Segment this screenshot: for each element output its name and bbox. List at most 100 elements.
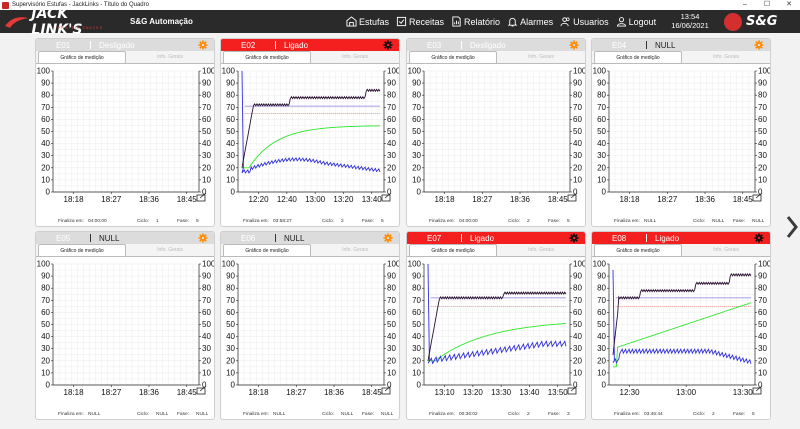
nav-logout[interactable]: Logout (616, 16, 656, 27)
tab-chart[interactable]: Gráfico de medição (38, 51, 127, 63)
export-icon[interactable] (567, 192, 578, 202)
y-tick-label-right: 100 (758, 67, 771, 76)
y-tick-label-right: 70 (573, 103, 582, 112)
ciclo-value: 2 (527, 412, 530, 417)
y-tick-label-right: 10 (202, 368, 211, 377)
panel-e05[interactable]: E05 NULL Gráfico de medição Info. Gerais 0 0 1… (35, 231, 215, 420)
export-icon[interactable] (567, 385, 578, 395)
gear-icon[interactable] (198, 40, 208, 50)
fase-value: NULL (196, 412, 209, 417)
tab-chart[interactable]: Gráfico de medição (409, 244, 498, 256)
export-icon[interactable] (196, 385, 207, 395)
nav-relatorio[interactable]: Relatório (451, 16, 500, 27)
panel-e07[interactable]: E07 Ligado Gráfico de medição Info. Gerais 0… (406, 231, 586, 420)
tab-info[interactable]: Info. Gerais (713, 54, 739, 60)
y-tick-label-left: 0 (46, 381, 51, 390)
maximize-button[interactable]: ☐ (763, 1, 771, 8)
tab-chart[interactable]: Gráfico de medição (409, 51, 498, 63)
export-icon[interactable] (381, 385, 392, 395)
y-tick-label-right: 20 (758, 163, 767, 172)
nav-usuarios[interactable]: Usuarios (560, 16, 609, 27)
tab-chart[interactable]: Gráfico de medição (223, 51, 312, 63)
export-icon[interactable] (752, 192, 763, 202)
y-tick-label-right: 20 (573, 356, 582, 365)
y-tick-label-right: 10 (202, 175, 211, 184)
tab-info[interactable]: Info. Gerais (342, 54, 368, 60)
y-tick-label-left: 100 (593, 67, 607, 76)
tab-info[interactable]: Info. Gerais (528, 247, 554, 253)
fase-label: Fase: (548, 412, 560, 417)
brand-subtitle: PROTEIN SNACKS (58, 26, 103, 30)
tab-chart[interactable]: Gráfico de medição (223, 244, 312, 256)
gear-icon[interactable] (569, 40, 579, 50)
minimize-button[interactable]: – (743, 1, 747, 8)
export-icon[interactable] (381, 192, 392, 202)
y-tick-label-left: 60 (412, 308, 421, 317)
header-divider (461, 41, 462, 49)
panel-status: NULL (655, 40, 676, 50)
panel-e08[interactable]: E08 Ligado Gráfico de medição Info. Gerais 0… (591, 231, 771, 420)
y-tick-label-right: 0 (202, 381, 207, 390)
tab-info[interactable]: Info. Gerais (528, 54, 554, 60)
export-icon[interactable] (752, 385, 763, 395)
tab-chart[interactable]: Gráfico de medição (38, 244, 127, 256)
tab-chart[interactable]: Gráfico de medição (594, 51, 683, 63)
next-page-arrow-icon[interactable] (786, 215, 798, 239)
nav-alarmes-label: Alarmes (520, 16, 554, 27)
ciclo-value: NULL (712, 219, 725, 224)
y-tick-label-right: 50 (202, 127, 211, 136)
gear-icon[interactable] (754, 233, 764, 243)
y-tick-label-left: 90 (597, 272, 606, 281)
clock: 13:54 16/06/2021 (665, 12, 715, 30)
y-tick-label-left: 40 (41, 139, 50, 148)
tab-info[interactable]: Info. Gerais (157, 247, 183, 253)
y-tick-label-right: 90 (758, 79, 767, 88)
gear-icon[interactable] (754, 40, 764, 50)
panel-e02[interactable]: E02 Ligado Gráfico de medição Info. Gerais 0… (220, 38, 400, 227)
gear-icon[interactable] (569, 233, 579, 243)
close-button[interactable]: ✕ (786, 1, 792, 8)
greenhouse-icon (346, 16, 357, 27)
panel-e01[interactable]: E01 Desligado Gráfico de medição Info. Gera… (35, 38, 215, 227)
y-tick-label-left: 90 (597, 79, 606, 88)
y-tick-label-right: 10 (387, 368, 396, 377)
y-tick-label-left: 100 (593, 260, 607, 269)
export-icon[interactable] (196, 192, 207, 202)
panel-header: E08 Ligado (592, 232, 770, 244)
tab-info[interactable]: Info. Gerais (342, 247, 368, 253)
partner-logo-mark (724, 12, 742, 31)
x-tick-label: 18:36 (139, 388, 160, 397)
finaliza-value: NULL (644, 219, 657, 224)
gear-icon[interactable] (383, 233, 393, 243)
y-tick-label-left: 20 (597, 356, 606, 365)
panel-header: E02 Ligado (221, 39, 399, 51)
y-tick-label-left: 30 (226, 344, 235, 353)
panel-e04[interactable]: E04 NULL Gráfico de medição Info. Gerais 0 0 1… (591, 38, 771, 227)
y-tick-label-left: 40 (412, 332, 421, 341)
panel-id: E05 (56, 233, 71, 243)
tab-chart[interactable]: Gráfico de medição (594, 244, 683, 256)
y-tick-label-right: 100 (573, 260, 586, 269)
fase-value: 5 (752, 412, 755, 417)
panel-header: E01 Desligado (36, 39, 214, 51)
tab-info[interactable]: Info. Gerais (713, 247, 739, 253)
y-tick-label-left: 10 (41, 368, 50, 377)
panel-e06[interactable]: E06 NULL Gráfico de medição Info. Gerais 0 0 1… (220, 231, 400, 420)
y-tick-label-right: 70 (758, 103, 767, 112)
finaliza-value: 03:58:27 (273, 219, 292, 224)
nav-receitas[interactable]: Receitas (396, 16, 444, 27)
finaliza-label: Finaliza em: (58, 219, 84, 224)
x-tick-label: 18:36 (510, 195, 531, 204)
nav-estufas[interactable]: Estufas (346, 16, 389, 27)
gear-icon[interactable] (198, 233, 208, 243)
panel-footer: Finaliza em: 00:36:02 Ciclo: 2 Fase: 3 (407, 409, 585, 419)
panel-e03[interactable]: E03 Desligado Gráfico de medição Info. Gera… (406, 38, 586, 227)
x-tick-label: 18:45 (177, 195, 198, 204)
nav-alarmes[interactable]: Alarmes (507, 16, 553, 27)
y-tick-label-left: 30 (412, 344, 421, 353)
partner-logo-text: S&G (746, 14, 778, 29)
tab-info[interactable]: Info. Gerais (157, 54, 183, 60)
y-tick-label-left: 10 (226, 175, 235, 184)
series-line-dark (241, 88, 381, 168)
gear-icon[interactable] (383, 40, 393, 50)
